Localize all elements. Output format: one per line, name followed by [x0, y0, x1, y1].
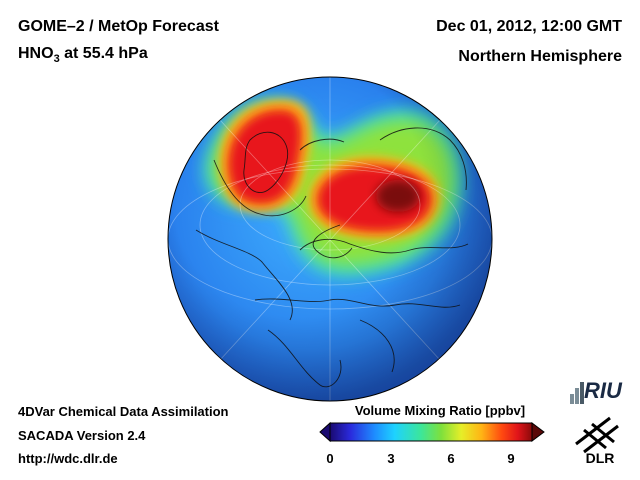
colorbar-tick: 0 — [326, 451, 334, 466]
riu-logo: RIU — [570, 378, 623, 404]
colorbar-label: Volume Mixing Ratio [ppbv] — [354, 403, 526, 418]
product-title: GOME–2 / MetOp Forecast — [18, 18, 219, 35]
footer-version: SACADA Version 2.4 — [18, 428, 146, 443]
dlr-logo: DLR — [575, 416, 619, 466]
colorbar-tick: 9 — [507, 451, 515, 466]
svg-text:DLR: DLR — [586, 450, 615, 466]
forecast-datetime: Dec 01, 2012, 12:00 GMT — [436, 18, 622, 35]
svg-text:RIU: RIU — [584, 378, 623, 403]
colorbar-tick: 6 — [447, 451, 455, 466]
species-label: HNO3 at 55.4 hPa — [18, 45, 148, 66]
footer-url[interactable]: http://wdc.dlr.de — [18, 451, 118, 466]
region-label: Northern Hemisphere — [458, 48, 622, 65]
footer-assimilation: 4DVar Chemical Data Assimilation — [18, 404, 229, 419]
colorbar-min-arrow — [319, 421, 331, 443]
colorbar — [319, 421, 545, 443]
colorbar-tick: 3 — [387, 451, 395, 466]
colorbar-bar — [329, 422, 533, 442]
colorbar-max-arrow — [531, 422, 545, 442]
